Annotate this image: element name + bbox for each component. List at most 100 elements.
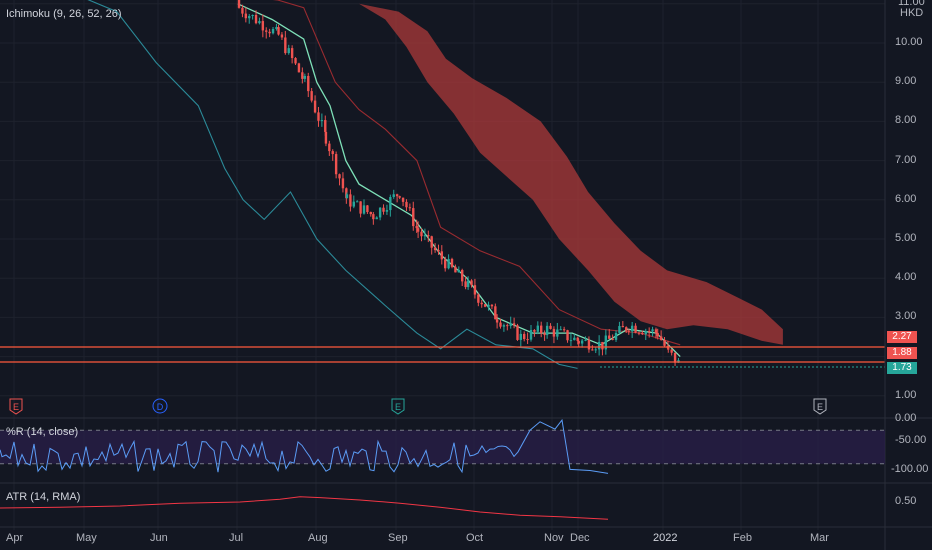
candle-body xyxy=(627,330,630,332)
price-tick: 4.00 xyxy=(895,271,917,284)
candle-body xyxy=(562,329,566,331)
event-marker-earnings[interactable]: E xyxy=(391,398,405,415)
time-tick: Sep xyxy=(388,532,408,544)
ichimoku-legend[interactable]: Ichimoku (9, 26, 52, 26) xyxy=(6,8,122,20)
wpr-axis-tick: -50.00 xyxy=(895,434,927,446)
candle-body xyxy=(349,194,352,207)
atr-legend[interactable]: ATR (14, RMA) xyxy=(6,491,81,503)
event-marker-earnings[interactable]: E xyxy=(9,398,23,415)
williams-r-pane xyxy=(0,418,885,474)
candle-body xyxy=(457,270,460,273)
wpr-axis-tick: -100.00 xyxy=(891,463,929,475)
candle-body xyxy=(584,339,587,341)
candle-body xyxy=(437,250,440,252)
candle-body xyxy=(487,304,490,307)
candle-body xyxy=(552,328,556,337)
candle-body xyxy=(356,201,359,203)
candle-body xyxy=(499,322,502,327)
tenkan-sen-line xyxy=(237,3,681,358)
candle-body xyxy=(470,280,473,286)
candle-body xyxy=(395,194,399,197)
event-marker-letter: E xyxy=(395,402,401,412)
candle-body xyxy=(254,15,258,24)
price-tick: 7.00 xyxy=(895,153,917,166)
candle-body xyxy=(502,325,506,327)
candle-body xyxy=(362,205,366,214)
candle-body xyxy=(597,341,601,350)
candle-body xyxy=(587,339,591,350)
candle-body xyxy=(297,63,301,73)
event-marker-dividend[interactable]: D xyxy=(152,398,168,414)
candle-body xyxy=(341,178,345,189)
candle-body xyxy=(427,235,430,237)
event-marker-outline xyxy=(9,398,23,415)
candle-body xyxy=(303,75,307,79)
price-axis-top-label: 11.00 xyxy=(898,0,925,8)
candle-body xyxy=(566,330,569,341)
candle-body xyxy=(634,325,637,333)
candle-body xyxy=(284,37,287,54)
candle-body xyxy=(265,30,268,32)
candle-body xyxy=(382,207,385,212)
candle-body xyxy=(512,323,516,326)
time-tick: Mar xyxy=(810,532,829,544)
candle-body xyxy=(313,100,317,113)
wpr-band xyxy=(0,430,885,464)
candle-body xyxy=(324,131,328,144)
kijun-sen-line xyxy=(272,0,681,346)
chikou-span-line xyxy=(87,0,578,369)
candle-body xyxy=(415,226,418,229)
candle-body xyxy=(392,194,395,198)
price-tick: 9.00 xyxy=(895,75,917,88)
event-marker-letter: E xyxy=(13,402,19,412)
candle-body xyxy=(673,352,677,363)
candle-body xyxy=(611,338,614,340)
candle-body xyxy=(244,13,248,19)
candle-body xyxy=(621,326,625,328)
candle-body xyxy=(444,259,447,269)
candle-body xyxy=(389,197,392,211)
atr-axis-tick: 0.50 xyxy=(895,495,917,507)
candle-body xyxy=(569,340,573,342)
candle-body xyxy=(324,120,327,132)
candle-body xyxy=(398,196,401,198)
price-tick: 5.00 xyxy=(895,232,917,244)
time-tick: Feb xyxy=(733,532,752,544)
candle-body xyxy=(659,336,663,340)
candle-body xyxy=(307,75,310,92)
candle-body xyxy=(536,325,539,332)
event-marker-letter: E xyxy=(817,402,823,412)
wpr-legend[interactable]: %R (14, close) xyxy=(6,426,79,438)
ichimoku-cloud xyxy=(359,3,783,345)
time-tick: 2022 xyxy=(653,532,678,544)
price-tick: 3.00 xyxy=(895,310,917,323)
candle-body xyxy=(490,304,494,307)
candle-body xyxy=(625,327,628,331)
candle-body xyxy=(378,207,382,218)
candle-body xyxy=(519,333,522,340)
candle-body xyxy=(290,48,294,59)
ichimoku-lines xyxy=(87,0,681,369)
candle-body xyxy=(529,329,533,340)
candle-body xyxy=(423,235,427,237)
event-marker-earnings[interactable]: E xyxy=(813,398,827,415)
candle-body xyxy=(641,332,644,335)
time-tick: Oct xyxy=(466,532,484,544)
time-tick: Nov xyxy=(544,532,564,544)
candle-body xyxy=(359,201,362,214)
candle-body xyxy=(573,337,576,341)
wpr-line xyxy=(0,418,609,474)
candle-body xyxy=(375,217,378,220)
candle-body xyxy=(516,325,519,340)
candle-body xyxy=(268,31,271,34)
candle-body xyxy=(506,325,509,327)
candlestick-series xyxy=(237,0,680,366)
candle-body xyxy=(345,194,349,199)
event-marker-outline xyxy=(391,398,405,415)
bearish-kumo xyxy=(359,3,783,345)
candle-body xyxy=(412,208,415,227)
candle-body xyxy=(464,281,467,288)
candle-body xyxy=(580,340,584,344)
